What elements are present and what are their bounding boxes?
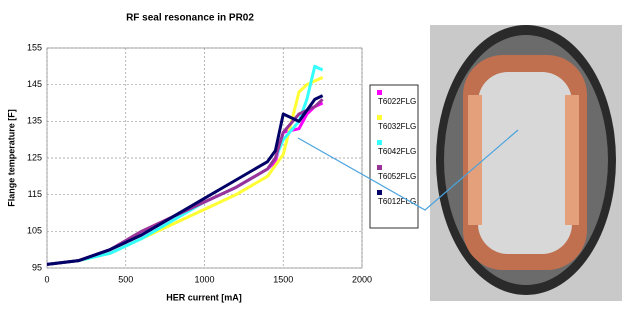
legend-label: T6022FLG [378, 97, 416, 106]
x-tick-label: 2000 [352, 274, 372, 284]
x-axis-label: HER current [mA] [166, 292, 242, 302]
chart-title: RF seal resonance in PR02 [126, 13, 254, 24]
y-axis-label: Flange temperature [F] [6, 109, 16, 207]
photo [430, 25, 622, 301]
legend-marker [377, 165, 382, 170]
legend-marker [377, 90, 382, 95]
legend-label: T6042FLG [378, 147, 416, 156]
y-tick-label: 145 [27, 79, 42, 89]
legend-marker [377, 140, 382, 145]
seal-fingers [565, 95, 579, 225]
chart: RF seal resonance in PR02 HER current [m… [0, 0, 624, 305]
legend-label: T6052FLG [378, 172, 416, 181]
y-tick-label: 125 [27, 152, 42, 162]
x-tick-label: 500 [118, 274, 133, 284]
y-tick-label: 155 [27, 42, 42, 52]
x-tick-label: 1000 [194, 274, 214, 284]
y-tick-label: 135 [27, 116, 42, 126]
y-tick-label: 115 [28, 189, 42, 199]
seal-fingers [468, 95, 482, 225]
legend-marker [377, 190, 382, 195]
legend-label: T6032FLG [378, 122, 416, 131]
x-tick-label: 1500 [273, 274, 293, 284]
seal-opening [478, 72, 572, 254]
x-tick-label: 0 [44, 274, 49, 284]
y-tick-label: 105 [27, 226, 42, 236]
y-tick-label: 95 [32, 262, 42, 272]
legend-box [370, 85, 418, 228]
legend-marker [377, 115, 382, 120]
